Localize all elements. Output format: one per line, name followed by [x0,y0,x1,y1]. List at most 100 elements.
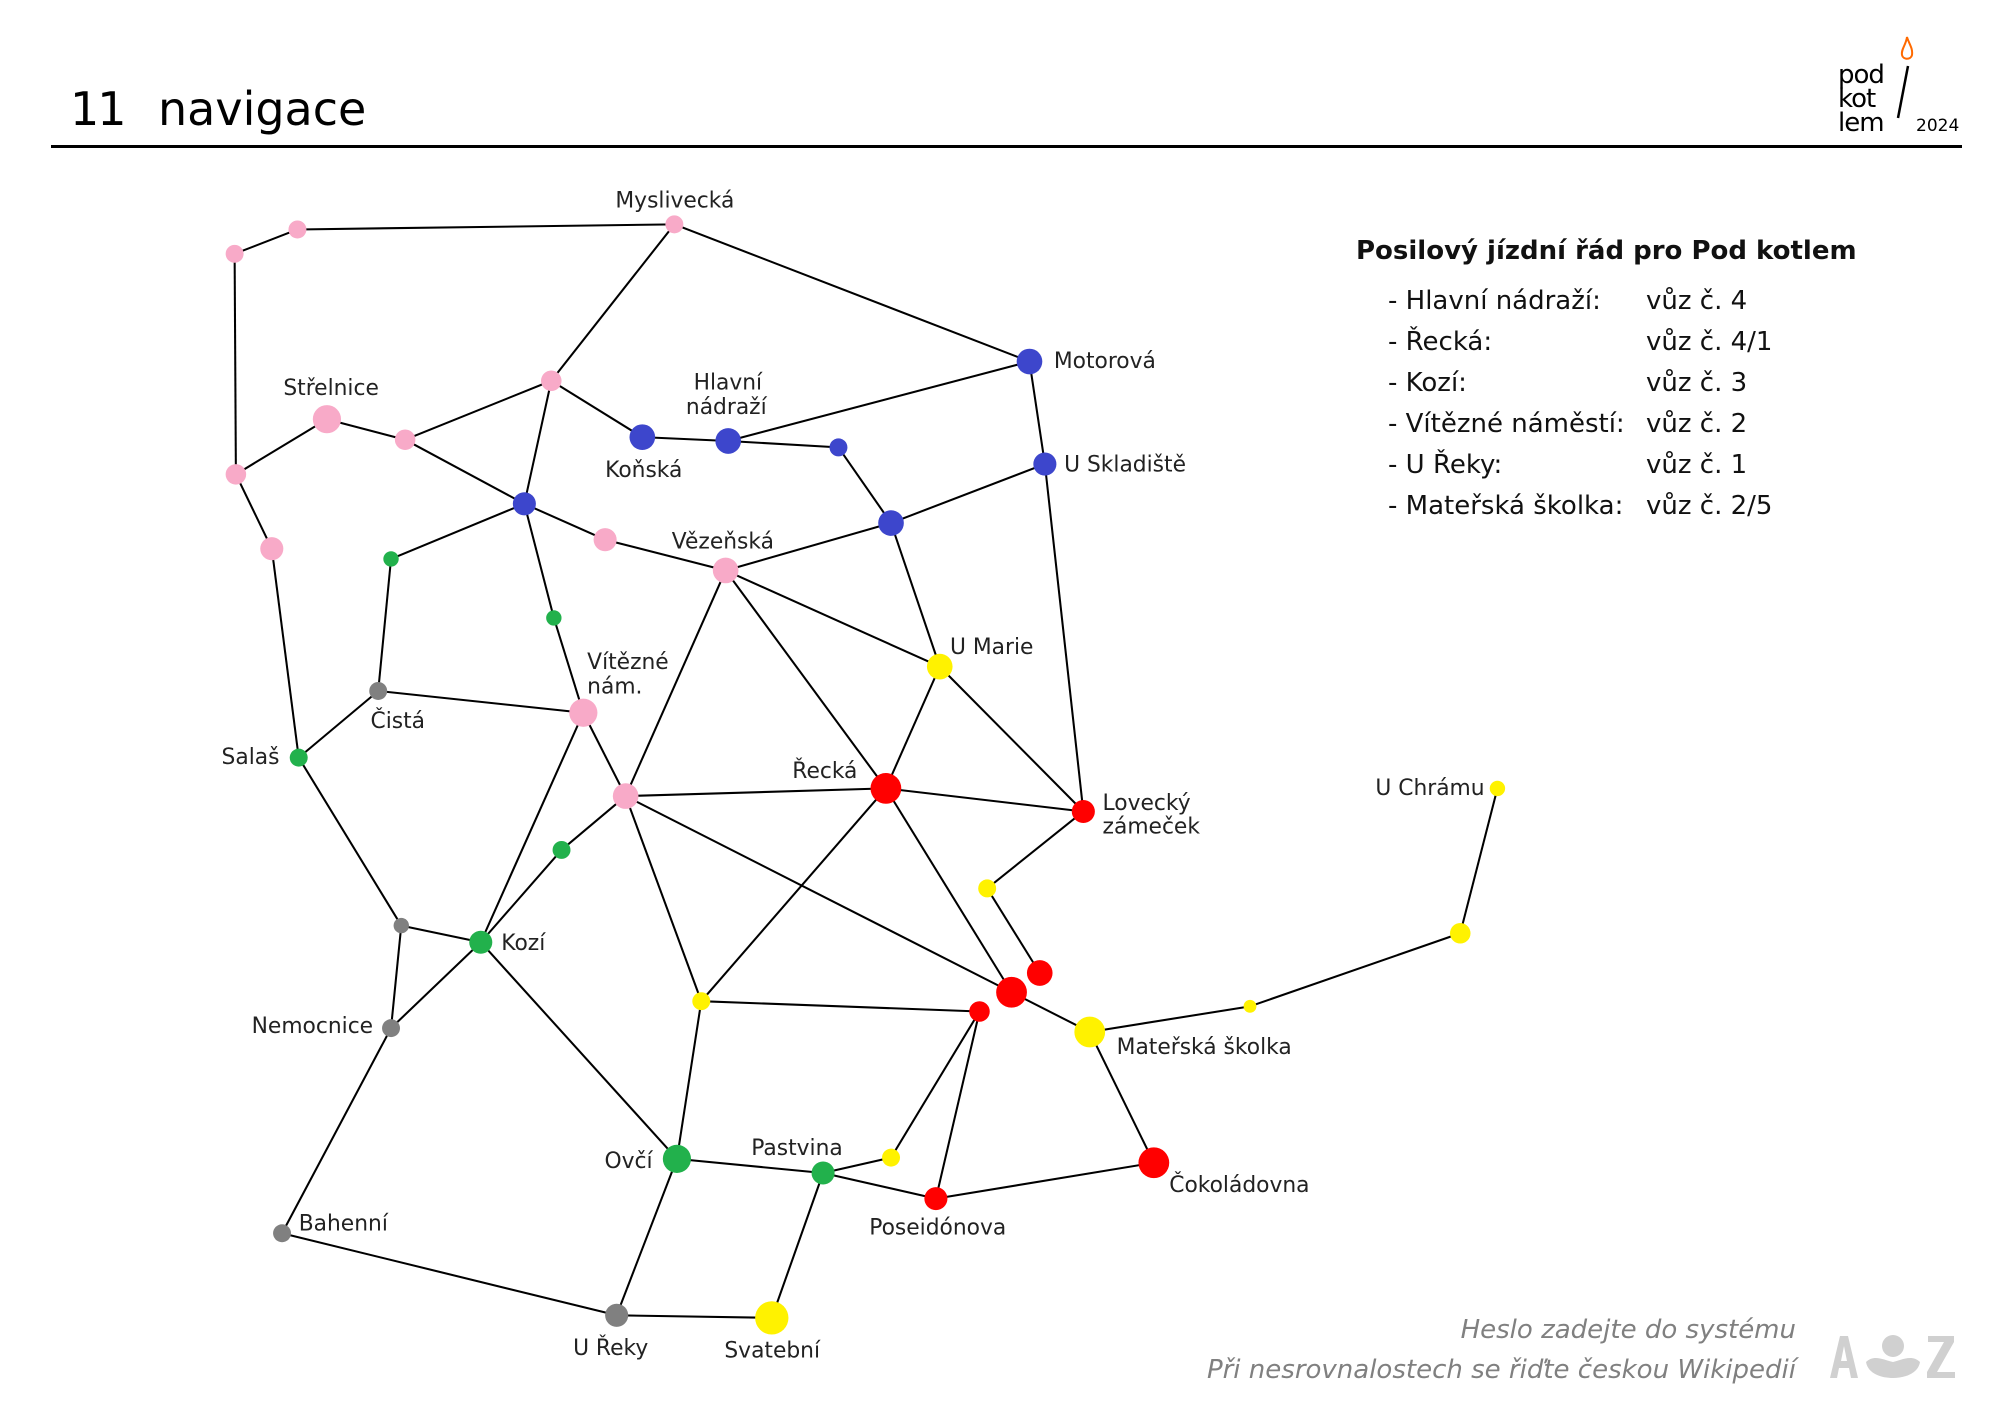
connection-line [890,463,1046,524]
station-sal [289,748,308,767]
station-cok [1138,1147,1170,1179]
station-y770 [978,879,997,898]
station-r764 [969,1001,990,1022]
station-label: zámeček [1103,814,1201,839]
flame-icon [1900,36,1914,60]
station-bah [273,1224,292,1243]
connection-line [890,1010,981,1159]
map-stations [225,215,1506,1335]
page-title: navigace [158,82,367,136]
station-mys [665,215,684,234]
footer-notes: Heslo zadejte do systému Při nesrovnalos… [1207,1310,1796,1390]
timetable-car: vůz č. 2 [1646,409,1748,439]
station-y1139 [1450,923,1471,944]
station-label: Lovecký [1103,791,1191,816]
footer-line-wikipedia: Při nesrovnalostech se řiďte českou Wiki… [1206,1355,1796,1385]
station-p2 [288,220,307,239]
station-pas [811,1161,835,1185]
station-str [312,405,342,434]
connection-line [615,1158,678,1316]
timetable-stop: - Hlavní nádraží: [1388,286,1601,316]
connection-line [480,941,678,1160]
station-label: U Skladiště [1064,453,1186,478]
connection-line [390,941,482,1029]
station-label: Svatební [724,1339,821,1364]
header-divider [51,145,1962,148]
footer-line-password: Heslo zadejte do systému [1460,1315,1796,1345]
station-vit [569,698,598,727]
station-rec [870,773,902,804]
connection-line [884,666,941,789]
connection-line [700,787,887,1002]
station-p184 [225,464,247,485]
connection-line [673,223,1030,363]
connection-line [479,712,585,943]
timetable-row: - Kozí: vůz č. 3 [1356,368,1857,409]
station-label: nám. [587,675,642,700]
connection-line [728,439,839,449]
station-sva [755,1301,789,1335]
timetable-row: - Vítězné náměstí: vůz č. 2 [1356,409,1857,450]
connection-line [235,418,328,476]
station-lov [1071,799,1095,824]
connection-line [390,502,525,560]
station-p316 [394,429,416,450]
station-y547 [692,992,711,1011]
station-vez [712,557,739,584]
timetable-row: - U Řeky: vůz č. 1 [1356,450,1857,491]
connection-line [281,1027,392,1234]
station-label: Koňská [605,458,682,483]
timetable-stop: - Mateřská školka: [1388,491,1624,521]
timetable-car: vůz č. 4 [1646,286,1748,316]
station-p1 [225,244,244,263]
connection-line [885,787,1084,813]
timetable-row: - Hlavní nádraží: vůz č. 4 [1356,286,1857,327]
connection-line [624,795,703,1002]
station-p472 [593,528,617,552]
connection-line [725,522,892,572]
map-labels: MysliveckáMotorováStřelniceKoňskáHlavnín… [222,189,1485,1364]
timetable-row: - Řecká: vůz č. 4/1 [1356,327,1857,368]
station-label: Ovčí [604,1149,653,1174]
connection-line [1088,1031,1155,1164]
station-kon [629,424,656,450]
station-label: Nemocnice [252,1014,373,1039]
station-b654 [829,438,848,457]
logo-line: lem [1838,108,1885,138]
station-b695 [878,510,904,536]
station-label: U Marie [950,635,1033,660]
connection-line [616,1314,772,1319]
timetable-car: vůz č. 2/5 [1646,491,1773,521]
connection-line [1249,932,1461,1008]
connection-line [523,380,553,505]
connection-line [582,712,627,797]
connection-line [234,228,298,255]
station-umar [926,653,953,680]
station-b409 [512,492,536,516]
station-p430 [541,370,562,391]
station-label: Pastvina [751,1136,843,1161]
connection-line [270,548,300,758]
station-label: Hlavní [694,371,763,396]
timetable: Posilový jízdní řád pro Pod kotlem - Hla… [1356,236,1857,532]
station-hn [715,428,742,454]
connection-line [377,558,393,692]
station-label: Vězeňská [672,530,774,555]
station-label: Salaš [222,745,280,770]
connection-line [1459,788,1499,934]
logo-line: pod [1838,60,1885,90]
connection-line [404,438,525,505]
connection-line [822,1156,892,1174]
station-r811 [1026,960,1053,986]
connection-line [986,887,1041,974]
connection-line [523,502,606,541]
logo-slash [1896,65,1910,119]
station-y695 [882,1148,900,1167]
connection-line [560,795,627,851]
station-uch [1489,780,1506,797]
station-label: U Chrámu [1375,776,1484,801]
station-g438 [552,840,571,859]
station-g432 [546,610,562,626]
station-cis [369,682,388,700]
connection-line [523,503,555,619]
